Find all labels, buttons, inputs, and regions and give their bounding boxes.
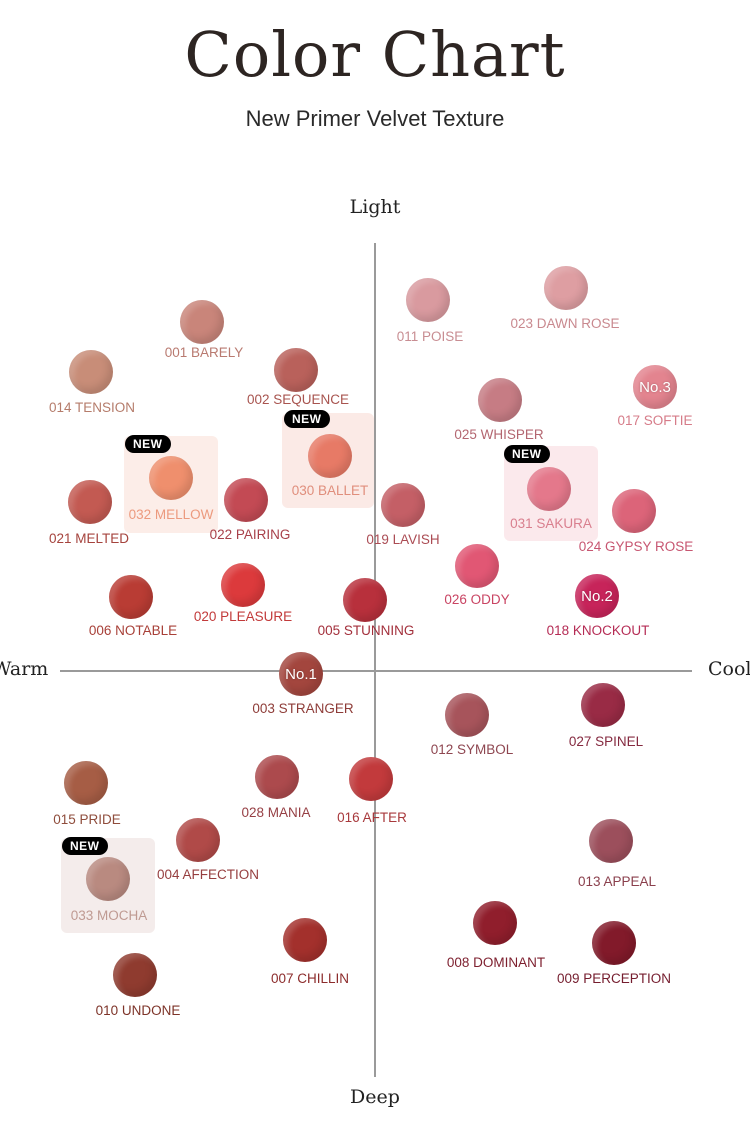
shade-label: 018 KNOCKOUT bbox=[546, 623, 650, 638]
shade-label: 008 DOMINANT bbox=[446, 955, 546, 970]
shade-label: 009 PERCEPTION bbox=[556, 971, 672, 986]
color-swatch[interactable]: No.3 bbox=[633, 365, 677, 409]
color-swatch[interactable] bbox=[255, 755, 299, 799]
shade-label: 011 POISE bbox=[396, 329, 464, 344]
shade-label: 030 BALLET bbox=[291, 483, 369, 498]
shade-label: 005 STUNNING bbox=[317, 623, 415, 638]
new-badge: NEW bbox=[284, 410, 330, 428]
axis-label-warm: Warm bbox=[0, 658, 49, 680]
shade-label: 007 CHILLIN bbox=[270, 971, 350, 986]
shade-label: 013 APPEAL bbox=[577, 874, 657, 889]
shade-label: 026 ODDY bbox=[444, 592, 510, 607]
color-swatch[interactable] bbox=[527, 467, 571, 511]
color-swatch[interactable] bbox=[589, 819, 633, 863]
axis-label-light: Light bbox=[349, 196, 401, 218]
shade-label: 022 PAIRING bbox=[209, 527, 291, 542]
shade-label: 015 PRIDE bbox=[53, 812, 121, 827]
rank-number: No.1 bbox=[285, 665, 317, 683]
rank-number: No.2 bbox=[581, 587, 613, 605]
shade-label: 006 NOTABLE bbox=[88, 623, 178, 638]
color-swatch[interactable] bbox=[455, 544, 499, 588]
new-badge: NEW bbox=[125, 435, 171, 453]
shade-label: 032 MELLOW bbox=[128, 507, 214, 522]
shade-label: 024 GYPSY ROSE bbox=[578, 539, 694, 554]
color-swatch[interactable] bbox=[612, 489, 656, 533]
shade-label: 033 MOCHA bbox=[70, 908, 148, 923]
color-swatch[interactable] bbox=[176, 818, 220, 862]
color-swatch[interactable] bbox=[64, 761, 108, 805]
color-swatch[interactable] bbox=[473, 901, 517, 945]
shade-label: 019 LAVISH bbox=[366, 532, 440, 547]
color-swatch[interactable] bbox=[283, 918, 327, 962]
color-swatch[interactable] bbox=[478, 378, 522, 422]
new-badge: NEW bbox=[504, 445, 550, 463]
shade-label: 001 BARELY bbox=[164, 345, 244, 360]
shade-label: 010 UNDONE bbox=[95, 1003, 181, 1018]
shade-label: 017 SOFTIE bbox=[617, 413, 693, 428]
color-swatch[interactable] bbox=[445, 693, 489, 737]
page-subtitle: New Primer Velvet Texture bbox=[245, 106, 505, 131]
color-swatch[interactable]: No.2 bbox=[575, 574, 619, 618]
color-swatch[interactable] bbox=[86, 857, 130, 901]
color-swatch[interactable] bbox=[349, 757, 393, 801]
horizontal-axis-line bbox=[60, 670, 692, 672]
shade-label: 004 AFFECTION bbox=[156, 867, 260, 882]
color-swatch[interactable] bbox=[381, 483, 425, 527]
color-swatch[interactable] bbox=[581, 683, 625, 727]
shade-label: 023 DAWN ROSE bbox=[510, 316, 620, 331]
color-swatch[interactable] bbox=[544, 266, 588, 310]
shade-label: 016 AFTER bbox=[337, 810, 407, 825]
color-swatch[interactable] bbox=[68, 480, 112, 524]
color-swatch[interactable] bbox=[180, 300, 224, 344]
axis-label-cool: Cool bbox=[708, 658, 750, 680]
color-swatch[interactable] bbox=[308, 434, 352, 478]
shade-label: 012 SYMBOL bbox=[430, 742, 514, 757]
shade-label: 003 STRANGER bbox=[252, 701, 354, 716]
color-swatch[interactable] bbox=[149, 456, 193, 500]
shade-label: 028 MANIA bbox=[241, 805, 311, 820]
new-badge: NEW bbox=[62, 837, 108, 855]
axis-label-deep: Deep bbox=[350, 1086, 400, 1108]
shade-label: 021 MELTED bbox=[48, 531, 130, 546]
color-swatch[interactable] bbox=[69, 350, 113, 394]
vertical-axis-line bbox=[374, 243, 376, 1077]
shade-label: 014 TENSION bbox=[48, 400, 136, 415]
shade-label: 031 SAKURA bbox=[510, 516, 592, 531]
color-swatch[interactable] bbox=[274, 348, 318, 392]
page-title: Color Chart bbox=[184, 18, 566, 91]
shade-label: 027 SPINEL bbox=[568, 734, 644, 749]
shade-label: 002 SEQUENCE bbox=[246, 392, 350, 407]
rank-number: No.3 bbox=[639, 378, 671, 396]
color-swatch[interactable] bbox=[221, 563, 265, 607]
color-swatch[interactable] bbox=[592, 921, 636, 965]
shade-label: 020 PLEASURE bbox=[193, 609, 293, 624]
color-swatch[interactable] bbox=[113, 953, 157, 997]
color-swatch[interactable] bbox=[343, 578, 387, 622]
color-swatch[interactable]: No.1 bbox=[279, 652, 323, 696]
color-swatch[interactable] bbox=[406, 278, 450, 322]
color-swatch[interactable] bbox=[224, 478, 268, 522]
color-swatch[interactable] bbox=[109, 575, 153, 619]
shade-label: 025 WHISPER bbox=[454, 427, 544, 442]
